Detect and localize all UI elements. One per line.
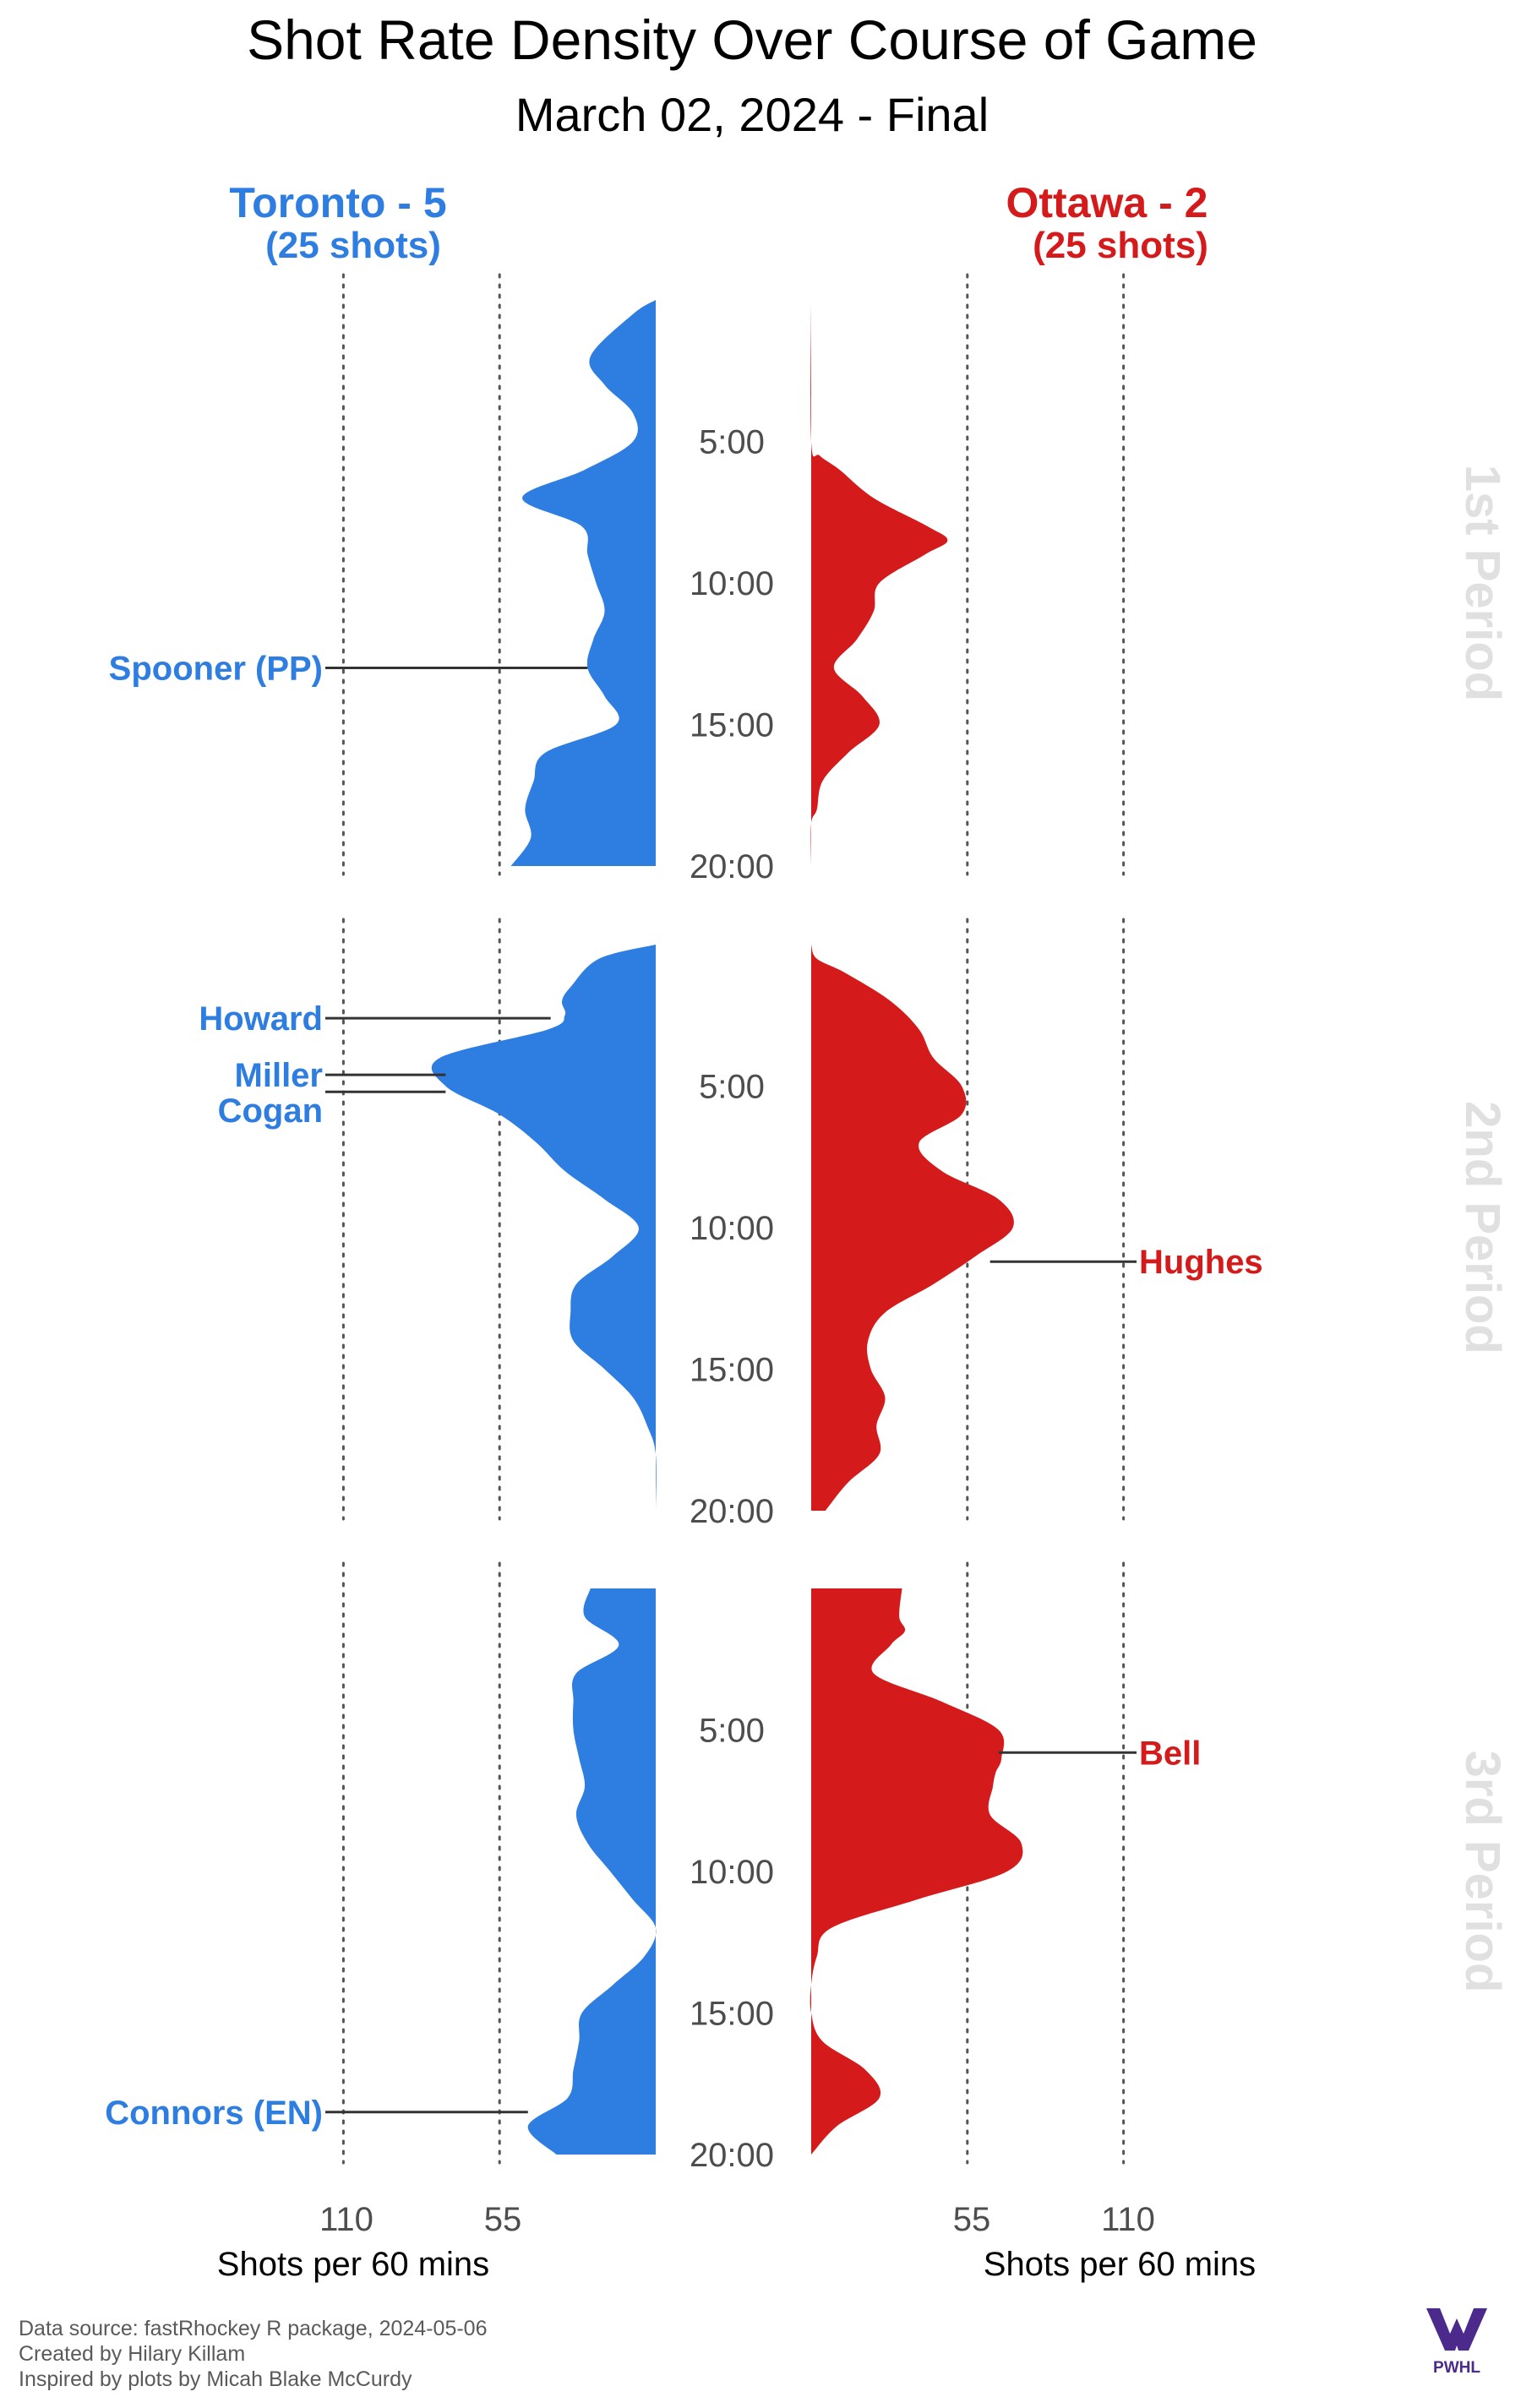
pwhl-logo-wordmark: PWHL	[1433, 2359, 1480, 2377]
home-team-label: Toronto - 5	[229, 179, 446, 226]
footer-source: Data source: fastRhockey R package, 2024…	[19, 2317, 487, 2340]
chart-subtitle: March 02, 2024 - Final	[515, 88, 989, 141]
away-density-area	[811, 945, 1014, 1511]
goal-label-home: Cogan	[218, 1092, 323, 1130]
home-density-area	[431, 945, 657, 1511]
time-tick-label: 10:00	[690, 1210, 774, 1247]
goal-label-home: Connors (EN)	[105, 2095, 323, 2132]
away-shots-label: (25 shots)	[1033, 225, 1208, 266]
period-label: 3rd Period	[1455, 1751, 1510, 1993]
period-panel-1: 5:00 10:00 15:00 20:00 1st Period Spooner (PP…	[109, 273, 1510, 885]
away-axis-tick-110: 110	[1101, 2201, 1155, 2238]
home-shots-label: (25 shots)	[265, 225, 441, 266]
pwhl-logo: PWHL	[1426, 2308, 1487, 2377]
pwhl-logo-mark	[1426, 2308, 1487, 2351]
period-panels: 5:00 10:00 15:00 20:00 1st Period Spooner (PP…	[105, 273, 1510, 2174]
goal-label-home: Howard	[199, 1000, 323, 1038]
away-axis-tick-55: 55	[953, 2201, 991, 2238]
footer: Data source: fastRhockey R package, 2024…	[19, 2317, 487, 2391]
period-label: 2nd Period	[1455, 1101, 1510, 1354]
home-density-area	[510, 300, 656, 866]
away-team-label: Ottawa - 2	[1006, 179, 1208, 226]
goal-label-away: Bell	[1139, 1735, 1201, 1772]
time-tick-label: 5:00	[699, 424, 765, 461]
away-density-area	[810, 300, 948, 866]
time-tick-label: 5:00	[699, 1069, 765, 1106]
home-x-axis: 110 55 Shots per 60 mins	[217, 2201, 521, 2283]
time-tick-label: 20:00	[690, 848, 774, 885]
footer-credit: Created by Hilary Killam	[19, 2342, 245, 2366]
time-tick-label: 20:00	[690, 1493, 774, 1530]
footer-inspiration: Inspired by plots by Micah Blake McCurdy	[19, 2367, 412, 2391]
period-panel-2: 5:00 10:00 15:00 20:00 2nd Period Howard Mille…	[199, 918, 1510, 1530]
away-x-axis: 55 110 Shots per 60 mins	[953, 2201, 1256, 2283]
goal-label-away: Hughes	[1139, 1244, 1263, 1281]
goal-label-home: Miller	[235, 1057, 323, 1094]
period-panel-3: 5:00 10:00 15:00 20:00 3rd Period Connors (EN…	[105, 1561, 1510, 2174]
time-tick-label: 20:00	[690, 2137, 774, 2174]
time-tick-label: 15:00	[690, 707, 774, 744]
away-density-area	[810, 1588, 1023, 2155]
time-tick-label: 15:00	[690, 1996, 774, 2033]
home-density-area	[527, 1588, 657, 2155]
time-tick-label: 15:00	[690, 1352, 774, 1389]
home-axis-title: Shots per 60 mins	[217, 2246, 489, 2283]
chart-title: Shot Rate Density Over Course of Game	[247, 8, 1257, 71]
away-axis-title: Shots per 60 mins	[984, 2246, 1256, 2283]
home-axis-tick-55: 55	[484, 2201, 522, 2238]
home-axis-tick-110: 110	[319, 2201, 373, 2238]
period-label: 1st Period	[1455, 465, 1510, 701]
time-tick-label: 10:00	[690, 565, 774, 602]
time-tick-label: 10:00	[690, 1854, 774, 1891]
time-tick-label: 5:00	[699, 1713, 765, 1750]
goal-label-home: Spooner (PP)	[109, 651, 323, 688]
